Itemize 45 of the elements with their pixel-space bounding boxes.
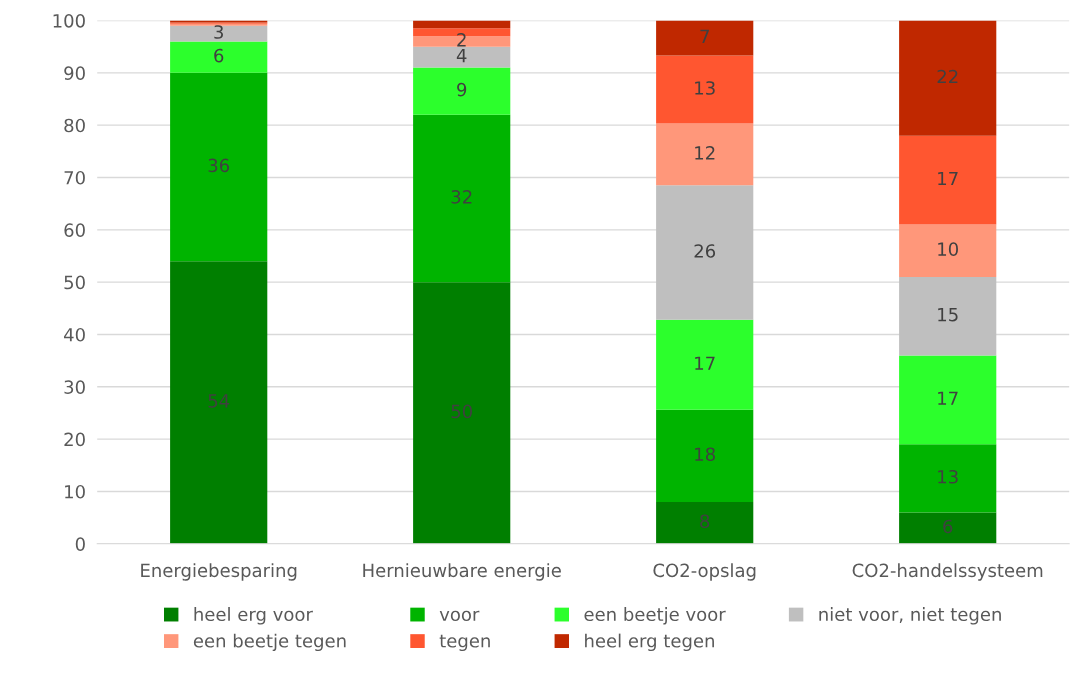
y-tick-label: 70 (64, 170, 85, 185)
y-tick-label: 10 (65, 484, 85, 499)
y-tick-label: 100 (53, 13, 85, 28)
data-label: 26 (694, 244, 716, 258)
legend-label: voor (439, 610, 480, 622)
data-label: 17 (695, 356, 715, 370)
y-tick-label: 80 (64, 118, 85, 133)
data-label: 6 (214, 48, 224, 63)
data-label: 13 (695, 81, 715, 95)
data-label: 13 (938, 469, 958, 484)
data-label: 12 (695, 146, 715, 160)
legend-label: niet voor, niet tegen (819, 607, 1001, 625)
data-label: 6 (943, 519, 953, 534)
data-label: 32 (451, 190, 472, 204)
y-tick-label: 50 (64, 275, 85, 290)
data-label: 8 (700, 514, 710, 529)
y-tick-label: 20 (64, 432, 85, 447)
legend-label: heel erg voor (194, 607, 313, 625)
data-label: 17 (938, 171, 958, 186)
data-label: 15 (938, 307, 958, 322)
data-label: 7 (700, 29, 709, 44)
x-tick-label: CO2-opslag (653, 563, 756, 581)
x-tick-label: Energiebesparing (141, 563, 297, 581)
x-tick-label: CO2-handelssysteem (852, 563, 1043, 581)
legend-label: een beetje tegen (193, 633, 346, 652)
legend-label: tegen (439, 634, 490, 652)
x-tick-label: Hernieuwbare energie (363, 563, 561, 581)
data-label: 50 (451, 404, 472, 419)
data-label: 3 (214, 25, 223, 39)
data-label: 22 (937, 69, 958, 84)
legend-label: een beetje voor (584, 607, 726, 625)
y-tick-label: 60 (64, 223, 85, 237)
data-label: 36 (208, 158, 230, 173)
data-label: 18 (695, 447, 715, 462)
data-label: 54 (208, 394, 230, 408)
data-label: 17 (938, 391, 958, 405)
data-label: 2 (457, 33, 466, 47)
y-tick-label: 30 (64, 380, 85, 394)
y-tick-label: 40 (64, 327, 85, 342)
data-label: 4 (456, 48, 467, 63)
legend-label: heel erg tegen (585, 633, 714, 652)
data-label: 9 (457, 82, 467, 97)
y-tick-label: 0 (75, 537, 85, 551)
y-tick-label: 90 (64, 66, 85, 80)
data-label: 10 (938, 242, 958, 256)
